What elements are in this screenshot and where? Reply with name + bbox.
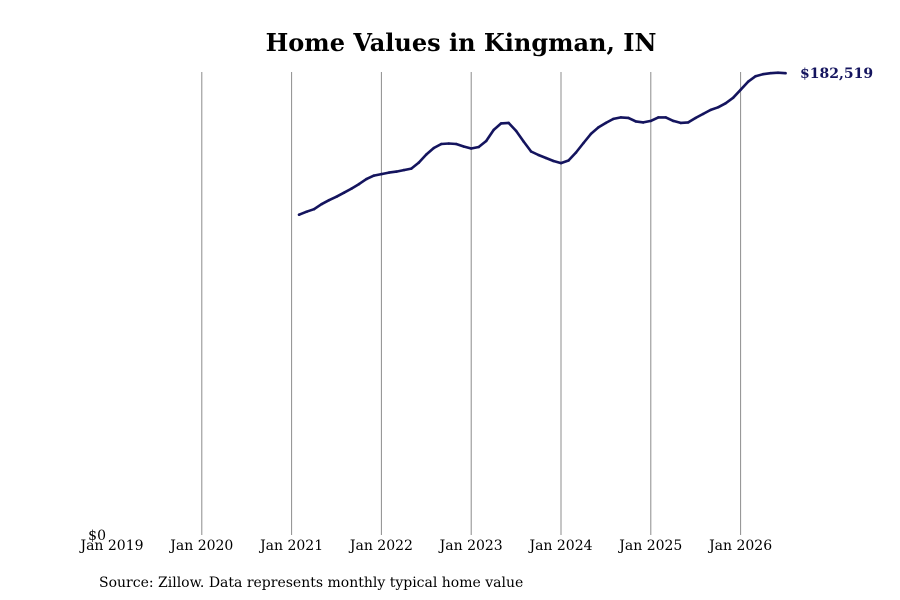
series-line-home-value bbox=[297, 71, 787, 216]
data-point bbox=[484, 139, 488, 143]
data-point bbox=[417, 161, 421, 164]
data-point bbox=[657, 116, 660, 119]
data-point bbox=[701, 112, 705, 116]
data-point bbox=[432, 146, 436, 150]
data-point bbox=[312, 207, 316, 211]
data-point bbox=[297, 213, 301, 216]
data-point bbox=[612, 117, 615, 121]
data-point bbox=[589, 132, 593, 136]
data-point bbox=[724, 102, 727, 105]
data-point bbox=[380, 172, 383, 176]
data-point bbox=[731, 96, 735, 100]
x-tick-label: Jan 2026 bbox=[707, 538, 772, 554]
data-point bbox=[664, 116, 668, 119]
data-point bbox=[642, 121, 645, 124]
data-point bbox=[462, 145, 466, 148]
x-tick-label: Jan 2021 bbox=[258, 538, 323, 554]
data-point bbox=[447, 142, 451, 145]
y-axis-zero-label: $0 bbox=[88, 528, 106, 544]
data-point bbox=[567, 159, 570, 162]
data-point bbox=[716, 106, 720, 109]
data-point bbox=[754, 74, 757, 78]
data-point bbox=[320, 202, 323, 206]
data-point bbox=[776, 71, 780, 74]
data-point bbox=[709, 108, 712, 112]
data-point bbox=[761, 72, 765, 76]
data-point bbox=[335, 195, 338, 198]
x-tick-label: Jan 2025 bbox=[617, 538, 682, 554]
gridlines bbox=[201, 72, 742, 535]
data-point bbox=[387, 171, 391, 174]
data-point bbox=[395, 170, 398, 173]
data-point bbox=[746, 80, 750, 83]
data-point bbox=[492, 128, 496, 132]
source-note: Source: Zillow. Data represents monthly … bbox=[99, 575, 523, 591]
data-point bbox=[499, 122, 503, 125]
data-point bbox=[305, 210, 308, 213]
data-point bbox=[634, 120, 638, 123]
data-point bbox=[679, 121, 682, 125]
data-point bbox=[597, 126, 600, 129]
data-point bbox=[350, 187, 353, 190]
data-point bbox=[739, 88, 742, 92]
data-point bbox=[686, 121, 690, 124]
data-point bbox=[514, 129, 518, 133]
data-point bbox=[582, 141, 585, 145]
data-point bbox=[529, 150, 533, 153]
data-point bbox=[342, 191, 346, 194]
data-point bbox=[507, 121, 510, 125]
x-tick-label: Jan 2020 bbox=[168, 538, 233, 554]
data-point bbox=[357, 182, 361, 186]
data-point bbox=[365, 177, 368, 181]
last-value-label: $182,519 bbox=[800, 66, 873, 82]
data-point bbox=[454, 142, 458, 146]
data-point bbox=[537, 153, 540, 157]
x-tick-label: Jan 2024 bbox=[527, 538, 592, 554]
data-point bbox=[559, 161, 563, 165]
x-tick-label: Jan 2023 bbox=[438, 538, 503, 554]
data-point bbox=[372, 174, 376, 177]
data-point bbox=[469, 147, 473, 150]
data-point bbox=[627, 116, 630, 120]
data-point bbox=[784, 71, 787, 75]
data-point bbox=[574, 151, 578, 154]
data-point bbox=[694, 116, 697, 120]
x-tick-label: Jan 2019 bbox=[78, 538, 143, 554]
data-point bbox=[604, 121, 608, 125]
data-point bbox=[440, 142, 443, 146]
data-point bbox=[425, 153, 428, 156]
data-point bbox=[619, 116, 623, 119]
data-point bbox=[327, 198, 331, 202]
data-point bbox=[544, 156, 548, 160]
data-point bbox=[477, 145, 481, 149]
series-points bbox=[297, 71, 787, 216]
data-point bbox=[402, 168, 406, 172]
data-point bbox=[769, 71, 772, 75]
x-axis-ticks: Jan 2019 Jan 2020 Jan 2021 Jan 2022 Jan 2023… bbox=[78, 538, 772, 554]
data-point bbox=[649, 119, 653, 123]
chart-title: Home Values in Kingman, IN bbox=[266, 28, 657, 57]
x-tick-label: Jan 2022 bbox=[348, 538, 413, 554]
data-point bbox=[552, 159, 555, 163]
data-point bbox=[410, 167, 413, 170]
data-point bbox=[522, 140, 525, 143]
data-point bbox=[672, 119, 675, 123]
